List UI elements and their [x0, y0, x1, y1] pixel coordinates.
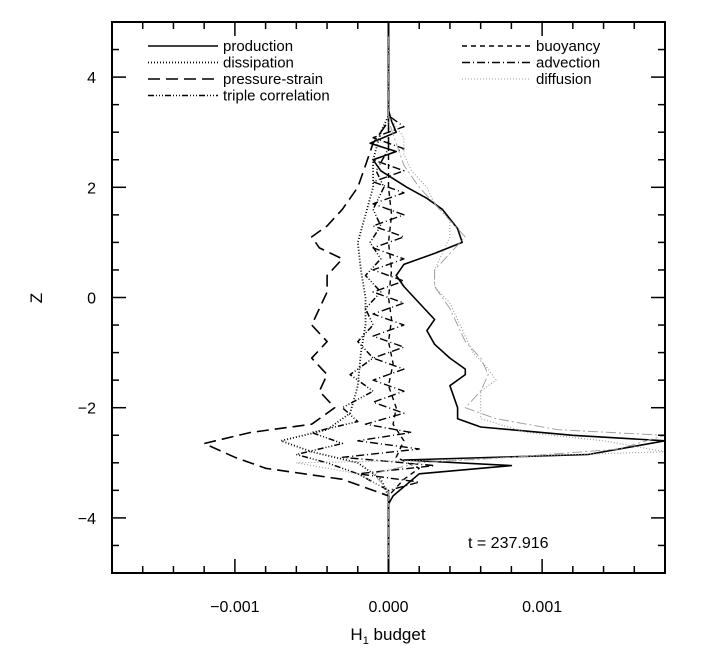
ticks-layer: −0.001 0.000 0.001 −4 −2 0 2 4: [78, 21, 666, 616]
legend-label-diffusion: diffusion: [536, 71, 592, 88]
y-tick-label: 0: [87, 291, 96, 308]
series-line-production: [369, 22, 665, 573]
legend-label-production: production: [223, 38, 293, 55]
x-tick-label: 0.000: [368, 599, 408, 616]
series-line-buoyancy: [387, 22, 420, 573]
y-tick-label: 2: [87, 180, 96, 197]
legend-label-buoyancy: buoyancy: [536, 38, 601, 55]
plot-frame: [111, 21, 666, 574]
y-axis-label: Z: [27, 293, 46, 303]
y-tick-label: −4: [78, 511, 96, 528]
x-tick-label: 0.001: [522, 599, 562, 616]
series-line-triple-correlation: [295, 22, 390, 573]
legend-label-dissipation: dissipation: [223, 55, 294, 72]
legend-label-pressure-strain: pressure-strain: [223, 71, 323, 88]
x-axis-label-subscript: 1: [363, 635, 369, 647]
series-layer: [203, 22, 665, 573]
t-annotation: t = 237.916: [468, 535, 549, 552]
legend-label-advection: advection: [536, 55, 600, 72]
x-axis-label-base: H: [350, 625, 362, 644]
x-axis-label-suffix: budget: [369, 625, 426, 644]
series-line-unlabeled-7: [372, 22, 665, 573]
x-axis-label: H1 budget: [350, 625, 425, 647]
series-line-advection: [341, 22, 436, 573]
legend: productiondissipationpressure-straintrip…: [148, 38, 601, 105]
y-tick-label: 4: [87, 70, 96, 87]
series-line-diffusion: [295, 22, 665, 573]
legend-label-triple-correlation: triple correlation: [223, 88, 330, 105]
x-tick-label: −0.001: [210, 599, 259, 616]
y-tick-label: −2: [78, 401, 96, 418]
series-line-pressure-strain: [203, 22, 390, 573]
